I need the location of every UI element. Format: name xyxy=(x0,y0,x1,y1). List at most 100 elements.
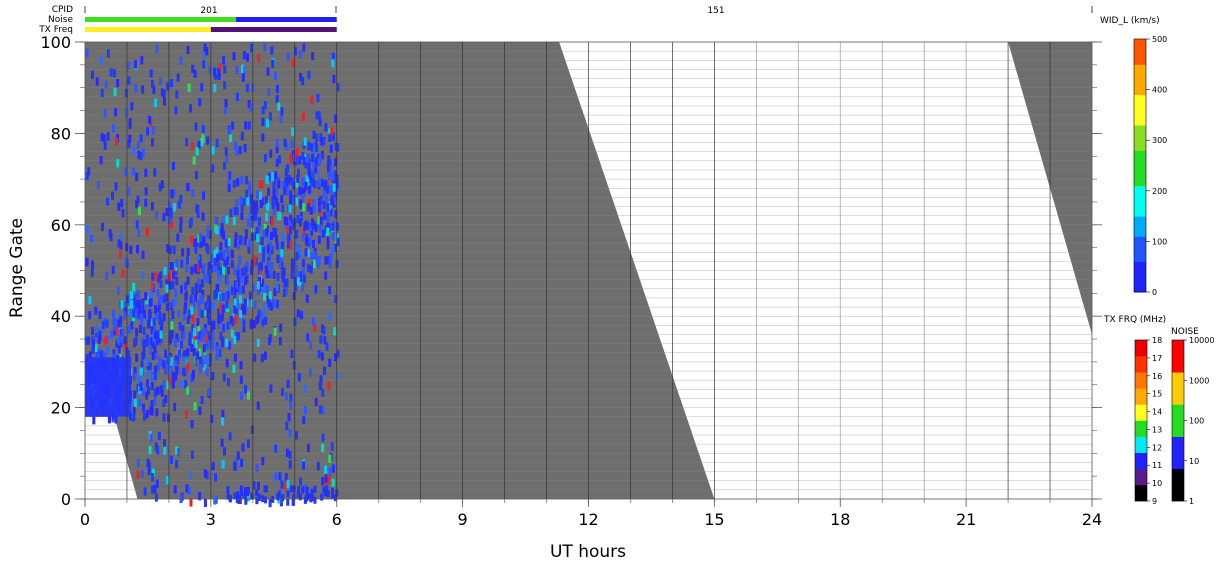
scatter-cell xyxy=(307,493,311,501)
scatter-cell xyxy=(331,172,335,181)
scatter-cell xyxy=(310,252,314,261)
width-colorbar-cell xyxy=(1134,170,1146,177)
scatter-cell xyxy=(154,336,158,346)
scatter-cell xyxy=(150,138,154,147)
scatter-cell xyxy=(225,300,229,309)
noise-colorbar-title: NOISE xyxy=(1171,327,1199,337)
scatter-cell xyxy=(151,340,155,349)
scatter-cell xyxy=(270,245,274,255)
scatter-cell xyxy=(234,457,238,467)
scatter-cell xyxy=(196,351,200,360)
scatter-cell xyxy=(168,200,172,210)
scatter-cell xyxy=(151,351,155,361)
scatter-cell xyxy=(250,492,254,500)
scatter-cell xyxy=(269,231,273,241)
scatter-cell xyxy=(265,175,269,184)
scatter-cell xyxy=(140,317,144,326)
width-colorbar-cell xyxy=(1134,114,1146,121)
scatter-cell xyxy=(336,83,340,92)
scatter-cell xyxy=(173,203,177,212)
cpid-value-1: 201 xyxy=(200,6,217,16)
scatter-cell xyxy=(140,56,144,65)
scatter-cell xyxy=(145,338,149,347)
scatter-cell xyxy=(317,111,321,120)
scatter-cell xyxy=(290,349,294,358)
scatter-cell xyxy=(219,304,223,313)
scatter-cell xyxy=(274,472,278,481)
scatter-cell xyxy=(210,254,214,263)
scatter-cell xyxy=(164,349,168,358)
scatter-cell xyxy=(318,381,322,391)
scatter-cell xyxy=(156,386,160,395)
scatter-cell xyxy=(170,455,174,464)
width-colorbar-cell xyxy=(1134,59,1146,65)
scatter-cell xyxy=(207,340,211,349)
scatter-cell xyxy=(201,212,205,221)
scatter-cell xyxy=(171,280,175,289)
scatter-cell xyxy=(192,348,196,357)
scatter-cell xyxy=(135,328,139,337)
scatter-cell xyxy=(142,349,146,359)
scatter-cell xyxy=(275,198,279,207)
scatter-cell xyxy=(320,150,324,160)
scatter-cell xyxy=(166,82,170,91)
scatter-cell xyxy=(152,317,156,326)
scatter-cell xyxy=(244,497,248,505)
status-bars xyxy=(85,17,337,32)
scatter-cell xyxy=(229,208,233,218)
scatter-cell xyxy=(92,339,96,348)
scatter-cell xyxy=(179,224,183,233)
scatter-cell xyxy=(201,124,205,134)
scatter-cell xyxy=(129,245,133,255)
plot-area xyxy=(84,41,1093,508)
scatter-cell xyxy=(117,239,121,248)
scatter-cell xyxy=(213,257,217,266)
scatter-cell xyxy=(220,417,224,426)
scatter-cell xyxy=(150,325,154,335)
scatter-cell xyxy=(260,236,264,246)
scatter-cell xyxy=(135,353,139,362)
width-colorbar-label: 100 xyxy=(1152,237,1167,246)
scatter-cell xyxy=(273,287,277,297)
scatter-cell xyxy=(303,137,307,146)
scatter-cell xyxy=(313,485,317,493)
scatter-cell xyxy=(197,140,201,150)
scatter-cell xyxy=(154,272,158,281)
scatter-cell xyxy=(234,315,238,324)
scatter-cell xyxy=(296,271,300,281)
scatter-cell xyxy=(136,310,140,319)
scatter-cell xyxy=(226,321,230,330)
scatter-cell xyxy=(219,293,223,302)
scatter-cell xyxy=(284,182,288,191)
scatter-cell xyxy=(216,345,220,354)
scatter-cell xyxy=(103,141,107,150)
scatter-cell xyxy=(194,357,198,366)
scatter-cell xyxy=(262,303,266,312)
scatter-cell xyxy=(271,196,275,205)
scatter-cell xyxy=(130,300,134,309)
scatter-cell xyxy=(321,477,325,486)
scatter-cell xyxy=(156,289,160,298)
scatter-cell xyxy=(167,355,171,364)
scatter-cell xyxy=(291,58,295,68)
scatter-cell xyxy=(289,226,293,235)
scatter-cell xyxy=(147,461,151,471)
scatter-cell xyxy=(87,336,91,345)
scatter-cell xyxy=(305,486,309,494)
scatter-cell xyxy=(103,352,107,361)
scatter-cell xyxy=(132,406,136,415)
scatter-cell xyxy=(331,245,335,254)
scatter-cell xyxy=(89,234,93,243)
scatter-cell xyxy=(147,466,151,476)
scatter-cell xyxy=(126,61,130,70)
scatter-cell xyxy=(309,206,313,216)
scatter-cell xyxy=(221,460,225,469)
scatter-cell xyxy=(206,230,210,239)
scatter-cell xyxy=(271,59,275,68)
scatter-cell xyxy=(289,155,293,164)
scatter-cell xyxy=(303,384,307,393)
scatter-cell xyxy=(274,171,278,180)
scatter-cell xyxy=(302,112,306,122)
scatter-cell xyxy=(280,107,284,116)
scatter-cell xyxy=(154,350,158,359)
